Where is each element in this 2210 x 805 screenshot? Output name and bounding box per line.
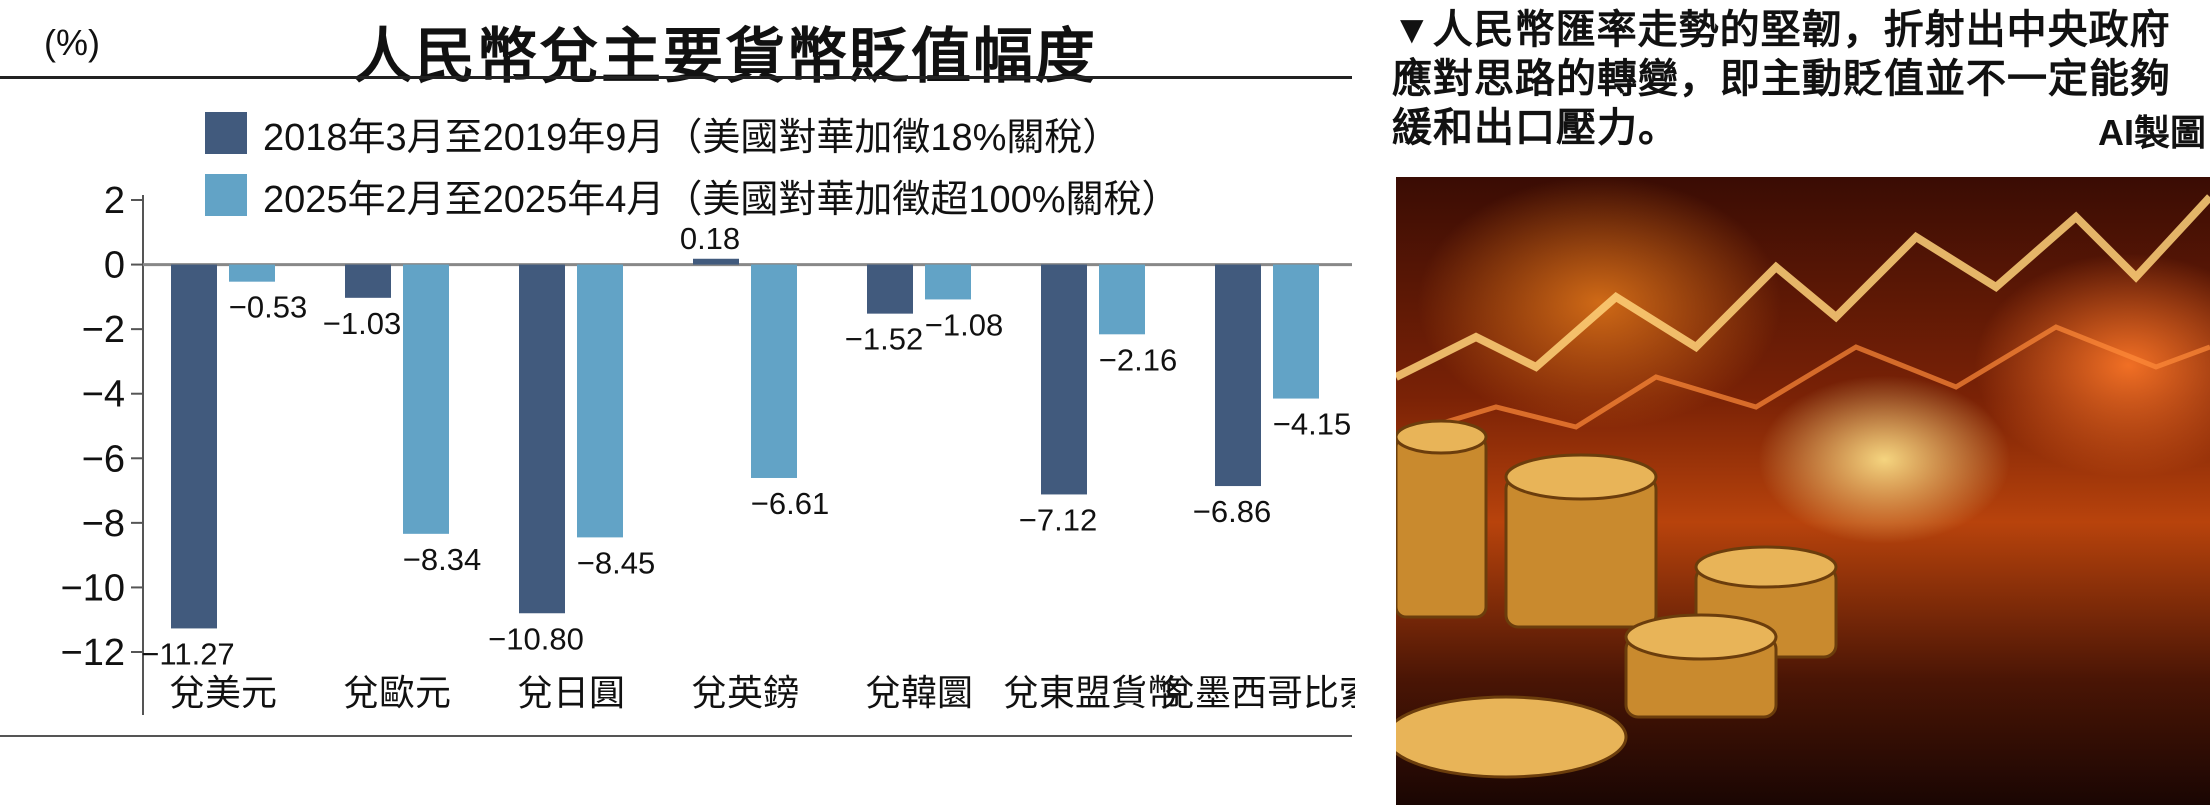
coins-chart-photo	[1396, 177, 2210, 805]
bar-series-1	[1215, 264, 1261, 487]
y-tick-label: −8	[82, 503, 125, 545]
coins-illustration	[1396, 194, 2210, 779]
bar-series-2	[1273, 264, 1319, 399]
bar-series-1	[867, 264, 913, 314]
image-credit: AI製圖	[2097, 112, 2206, 153]
bar-series-1	[693, 258, 739, 265]
bar-value-label: −4.15	[1273, 407, 1351, 442]
legend-item-series-1: 2018年3月至2019年9月（美國對華加徵18%關稅）	[205, 105, 1180, 161]
caption-panel: ▼人民幣匯率走勢的堅韌，折射出中央政府應對思路的轉變，即主動貶值並不一定能夠緩和…	[1392, 0, 2210, 805]
bar-series-2	[751, 264, 797, 478]
category-label: 兌東盟貨幣	[1003, 672, 1183, 713]
bar-value-label: −10.80	[488, 621, 584, 656]
bar-value-label: −6.86	[1193, 494, 1271, 529]
legend-item-series-2: 2025年2月至2025年4月（美國對華加徵超100%關稅）	[205, 167, 1180, 223]
category-label: 兌歐元	[343, 672, 451, 713]
legend-label-series-1: 2018年3月至2019年9月（美國對華加徵18%關稅）	[263, 116, 1121, 159]
legend-swatch-series-1	[205, 112, 247, 154]
chart-panel: (%) 人民幣兌主要貨幣貶值幅度 2018年3月至2019年9月（美國對華加徵1…	[0, 22, 1355, 737]
photo-caption: ▼人民幣匯率走勢的堅韌，折射出中央政府應對思路的轉變，即主動貶值並不一定能夠緩和…	[1392, 8, 2171, 150]
category-label: 兌墨西哥比索	[1159, 672, 1355, 713]
bar-value-label: −2.16	[1099, 342, 1177, 377]
y-unit-label: (%)	[44, 22, 100, 63]
bar-series-2	[229, 264, 275, 282]
bar-series-1	[171, 264, 217, 629]
category-label: 兌英鎊	[691, 672, 799, 713]
bar-value-label: −1.52	[845, 322, 923, 357]
bar-value-label: −7.12	[1019, 502, 1097, 537]
y-tick-label: −2	[82, 309, 125, 351]
category-label: 兌日圓	[517, 672, 625, 713]
bar-series-1	[519, 264, 565, 614]
category-label: 兌韓圜	[865, 672, 973, 713]
bar-series-2	[403, 264, 449, 534]
legend-swatch-series-2	[205, 174, 247, 216]
bar-value-label: 0.18	[680, 221, 740, 256]
chart-bottom-divider	[0, 735, 1352, 737]
bar-series-1	[345, 264, 391, 298]
category-label: 兌美元	[169, 672, 277, 713]
bar-series-2	[925, 264, 971, 300]
legend-label-series-2: 2025年2月至2025年4月（美國對華加徵超100%關稅）	[263, 178, 1180, 221]
bar-value-label: −6.61	[751, 486, 829, 521]
bar-value-label: −1.08	[925, 307, 1003, 342]
bar-series-2	[1099, 264, 1145, 335]
title-divider	[0, 76, 1352, 79]
y-tick-label: −10	[61, 567, 125, 609]
y-tick-label: 2	[104, 180, 125, 222]
y-tick-label: −6	[82, 438, 125, 480]
bar-series-1	[1041, 264, 1087, 495]
bar-series-2	[577, 264, 623, 538]
bar-value-label: −8.34	[403, 542, 481, 577]
bar-value-label: −0.53	[229, 290, 307, 325]
bar-value-label: −8.45	[577, 545, 655, 580]
y-tick-label: −12	[61, 632, 125, 674]
y-tick-label: 0	[104, 245, 125, 287]
bar-value-label: −11.27	[141, 636, 234, 671]
bar-value-label: −1.03	[323, 306, 401, 341]
bar-chart-plot: 2 0 −2 −4 −6 −8 −10 −12 −11.27 −0.53 兌美元 −1.03 −8.34…	[61, 180, 1355, 715]
y-tick-label: −4	[82, 374, 125, 416]
legend: 2018年3月至2019年9月（美國對華加徵18%關稅） 2025年2月至202…	[205, 105, 1180, 229]
